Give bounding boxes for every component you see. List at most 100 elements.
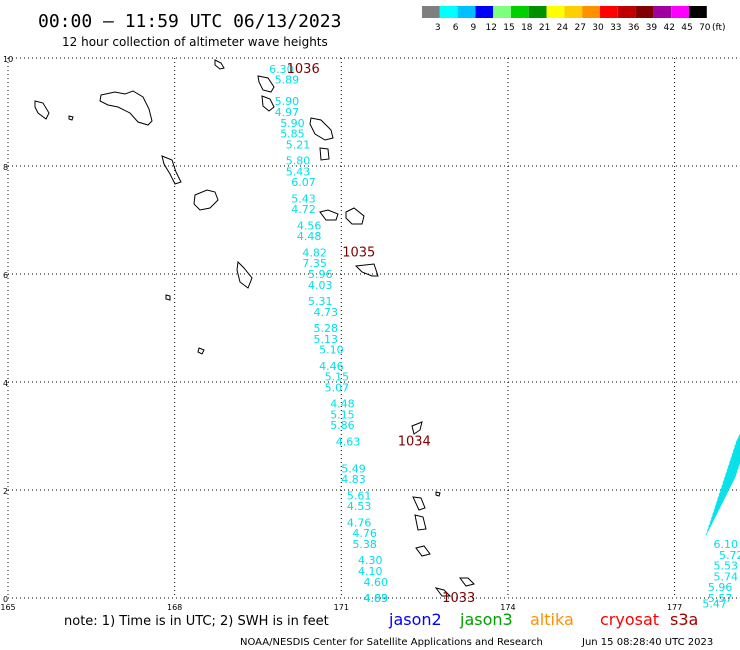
swh-point: 5.47	[702, 597, 727, 610]
swh-point: 4.76	[352, 527, 377, 540]
pass-label: 1034	[398, 434, 431, 449]
track-mark	[723, 446, 740, 480]
legend-swatch	[582, 6, 600, 18]
legend-swatch	[475, 6, 494, 18]
track-mark	[729, 440, 740, 464]
swh-point: 5.43	[291, 192, 316, 205]
legend-label: 12	[485, 23, 496, 33]
island-outline	[34, 100, 50, 120]
track-mark	[713, 457, 740, 512]
pass-labels: 1036103510341033115	[287, 62, 476, 606]
swh-point: 4.69	[364, 592, 389, 605]
track-mark	[721, 449, 740, 488]
swh-point: 4.73	[314, 306, 339, 319]
island-outline	[261, 95, 275, 112]
legend-swatch	[493, 6, 511, 18]
swh-point: 4.97	[275, 106, 300, 119]
track-mark	[726, 443, 740, 472]
y-tick-label: 0	[3, 595, 8, 604]
swh-point: 5.15	[330, 408, 355, 421]
footer-timestamp: Jun 15 08:28:40 UTC 2023	[581, 637, 713, 648]
x-tick-label: 177	[667, 603, 682, 612]
swh-point: 5.74	[713, 570, 738, 583]
mission-label: jason3	[459, 610, 513, 629]
legend-label: 21	[539, 23, 550, 33]
swh-point: 4.60	[364, 576, 389, 589]
legend-label: 9	[471, 23, 477, 33]
legend-swatch	[511, 6, 529, 18]
track-mark	[712, 459, 740, 516]
x-tick-label: 171	[334, 603, 349, 612]
legend-label: 6	[453, 23, 459, 33]
swh-point: 4.53	[347, 500, 372, 513]
swh-point: 5.61	[347, 489, 372, 502]
legend-label: 42	[663, 23, 674, 33]
swh-point: 5.49	[341, 462, 366, 475]
swh-point: 5.57	[708, 592, 733, 605]
x-tick-label: 165	[0, 603, 15, 612]
track-mark	[705, 474, 737, 536]
island-outline	[236, 260, 253, 289]
x-tick-label: 174	[500, 603, 515, 612]
swh-point: 4.83	[341, 473, 366, 486]
island-outline	[68, 115, 74, 121]
swh-point: 5.21	[286, 138, 311, 151]
swh-point: 5.53	[713, 560, 738, 573]
legend-unit: (ft)	[712, 23, 726, 33]
legend-label: 18	[521, 23, 533, 33]
chart-subtitle: 12 hour collection of altimeter wave hei…	[62, 35, 328, 49]
swh-point: 5.96	[308, 268, 333, 281]
swh-point: 4.48	[330, 398, 355, 411]
island-outline	[319, 147, 330, 161]
pass-label: 1036	[287, 62, 320, 77]
swh-point: 4.83	[364, 592, 389, 605]
legend-swatch	[653, 6, 672, 18]
y-tick-label: 8	[3, 163, 8, 172]
island-outline	[193, 189, 219, 211]
legend-label: 15	[503, 23, 514, 33]
legend-label: 45	[681, 23, 692, 33]
legend-label: 33	[610, 23, 621, 33]
legend-swatch	[617, 6, 636, 18]
track-mark	[710, 460, 740, 520]
mission-legend: jason2 jason3 altika cryosat s3a	[388, 610, 698, 629]
swh-point: 5.86	[330, 419, 355, 432]
island-outline	[435, 491, 441, 497]
swh-point: 4.48	[297, 230, 322, 243]
y-tick-label: 4	[3, 379, 8, 388]
swh-point: 5.13	[314, 333, 339, 346]
footer-credit: NOAA/NESDIS Center for Satellite Applica…	[240, 637, 543, 648]
swh-point: 5.07	[325, 381, 350, 394]
track-mark	[722, 447, 740, 484]
swh-point: 4.03	[308, 279, 333, 292]
island-outline	[412, 496, 426, 511]
legend-swatch	[528, 6, 547, 18]
legend-label: 3	[435, 23, 441, 33]
swh-point: 5.90	[280, 117, 305, 130]
swh-point: 4.46	[319, 360, 344, 373]
track-mark	[718, 452, 740, 496]
legend-label: 39	[646, 23, 658, 33]
island-outline	[415, 545, 431, 557]
pass-label: 1033	[442, 591, 475, 606]
island-outline	[459, 577, 475, 587]
legend-swatch	[422, 6, 440, 18]
legend-swatch	[564, 6, 583, 18]
mission-label: s3a	[670, 610, 698, 629]
island-outline	[345, 207, 365, 225]
track-mark	[706, 470, 738, 532]
mission-label: altika	[530, 610, 574, 629]
legend-label: 30	[592, 23, 604, 33]
swh-point: 5.72	[719, 549, 740, 562]
island-outline	[257, 75, 275, 93]
legend-swatch	[546, 6, 565, 18]
swh-point: 5.15	[325, 371, 350, 384]
axis-ticks: 165 168 171 174 177 0 2 4 6 8 10	[0, 55, 682, 612]
track-mark	[731, 438, 740, 456]
swh-point: 5.38	[352, 538, 377, 551]
island-outline	[319, 209, 339, 221]
track-mark	[725, 445, 740, 476]
legend-label: 70	[699, 23, 711, 33]
swh-point: 4.30	[358, 554, 383, 567]
